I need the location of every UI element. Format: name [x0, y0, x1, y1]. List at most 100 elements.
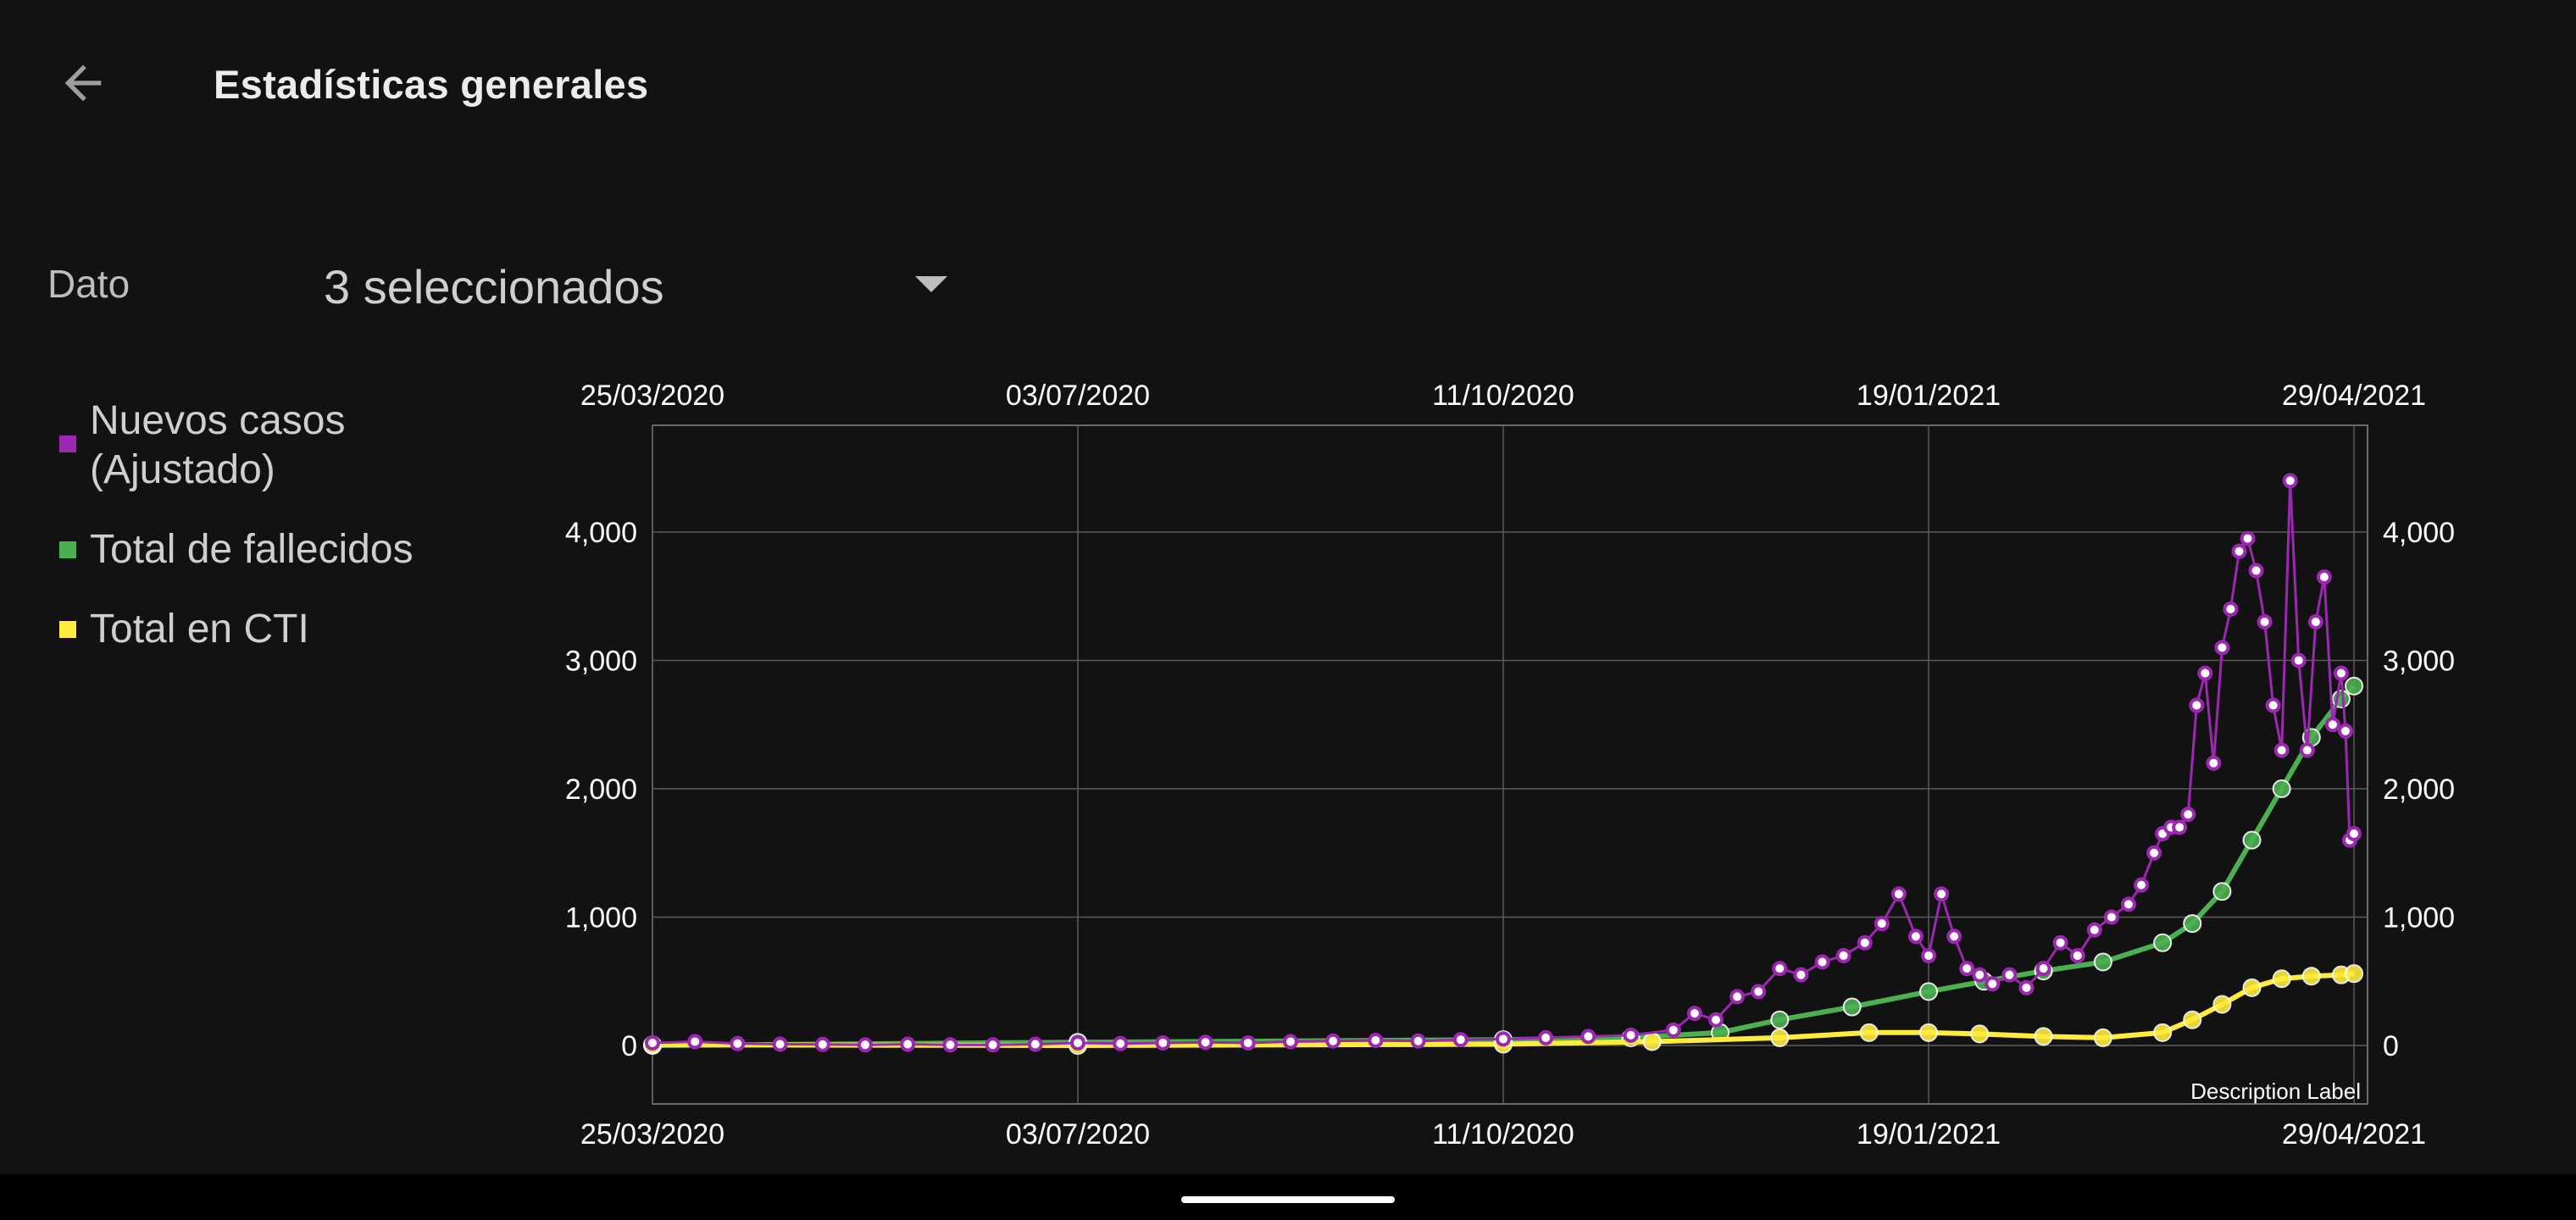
description-label: Description Label [2190, 1079, 2361, 1104]
data-point [2265, 697, 2281, 713]
x-tick-label-bottom: 03/07/2020 [1006, 1118, 1150, 1151]
data-point [2212, 882, 2232, 901]
data-point [1580, 1029, 1596, 1045]
legend-swatch [59, 621, 76, 638]
data-point [1919, 1023, 1938, 1042]
data-point [2223, 601, 2239, 617]
legend-item-nuevos-casos[interactable]: Nuevos casos (Ajustado) [58, 396, 532, 495]
y-tick-label-left: 4,000 [565, 517, 637, 549]
data-point [2242, 978, 2262, 997]
data-select-dropdown[interactable]: 3 seleccionados [324, 251, 951, 319]
legend-swatch [59, 541, 76, 558]
data-point [2346, 826, 2362, 842]
data-point [2273, 742, 2290, 758]
x-tick-label-bottom: 11/10/2020 [1432, 1118, 1574, 1151]
data-point [2282, 473, 2298, 489]
data-point [1283, 1034, 1298, 1050]
data-point [2155, 826, 2171, 842]
x-tick-label-bottom: 25/03/2020 [580, 1118, 724, 1151]
data-point [2307, 614, 2323, 630]
data-point [2120, 896, 2136, 912]
data-point [1155, 1034, 1171, 1051]
data-point [2183, 914, 2202, 934]
page-title: Estadísticas generales [214, 62, 649, 107]
y-tick-label-right: 1,000 [2383, 902, 2455, 934]
data-point [1708, 1012, 1724, 1028]
legend-swatch [59, 435, 76, 452]
data-point [2345, 964, 2363, 984]
data-point [1934, 886, 1950, 902]
legend-item-total-cti[interactable]: Total en CTI [58, 605, 532, 654]
home-indicator[interactable] [1181, 1196, 1395, 1203]
series-line [652, 479, 2356, 1046]
data-point [1857, 934, 1873, 951]
data-point [2345, 676, 2363, 696]
x-tick-label-top: 19/01/2021 [1857, 380, 2001, 412]
data-point [2242, 830, 2262, 850]
data-point [2214, 640, 2230, 656]
data-point [1946, 929, 1963, 945]
data-point [2301, 728, 2321, 747]
data-point [2257, 614, 2273, 630]
data-point [2034, 1027, 2053, 1046]
y-tick-label-left: 2,000 [565, 774, 637, 806]
data-point [1772, 961, 1788, 977]
data-point [1027, 1036, 1043, 1052]
data-point [1711, 1023, 1730, 1042]
data-point [2337, 723, 2353, 739]
data-point [1842, 997, 1862, 1017]
data-point [1113, 1035, 1129, 1051]
data-point [1538, 1029, 1554, 1045]
series-line [652, 971, 2355, 1048]
data-point [2183, 1010, 2202, 1029]
data-point [730, 1035, 746, 1051]
data-point [2001, 967, 2018, 983]
series-line [652, 684, 2357, 1048]
y-tick-label-left: 1,000 [565, 902, 637, 934]
data-point [2316, 569, 2332, 585]
data-point [1919, 982, 1938, 1001]
data-point [2163, 819, 2179, 835]
data-point [1452, 1032, 1468, 1048]
x-tick-label-top: 03/07/2020 [1006, 380, 1150, 412]
data-point [2189, 697, 2205, 713]
data-point [2146, 845, 2162, 861]
data-point [1751, 984, 1767, 1000]
data-point [2153, 1023, 2173, 1042]
data-point [1410, 1033, 1426, 1049]
x-tick-label-top: 29/04/2021 [2282, 380, 2426, 412]
x-tick-label-bottom: 19/01/2021 [1857, 1118, 2001, 1151]
data-point [1069, 1036, 1087, 1055]
data-point [1874, 916, 1890, 932]
y-tick-label-left: 3,000 [565, 646, 637, 678]
data-point [1069, 1033, 1087, 1052]
data-point [1974, 972, 1994, 991]
legend-item-total-fallecidos[interactable]: Total de fallecidos [58, 525, 532, 574]
select-value: 3 seleccionados [324, 260, 664, 313]
data-point [1642, 1032, 1662, 1051]
data-point [2301, 967, 2321, 986]
data-point [2134, 877, 2149, 893]
system-nav-bar [0, 1174, 2576, 1220]
data-point [2331, 689, 2351, 708]
data-point [2035, 961, 2051, 977]
filter-label: Dato [47, 262, 130, 306]
data-point [2240, 530, 2256, 546]
data-point [2093, 1028, 2112, 1047]
back-button[interactable] [47, 47, 119, 119]
data-point [1686, 1006, 1702, 1022]
data-point [1985, 976, 2001, 992]
arrow-back-icon [64, 64, 102, 102]
legend-label: Total en CTI [90, 607, 309, 652]
data-point [2231, 543, 2247, 559]
data-point [2341, 832, 2357, 848]
data-point [2324, 717, 2340, 733]
y-tick-label-right: 3,000 [2383, 646, 2455, 678]
data-point [1859, 1023, 1879, 1042]
dropdown-arrow-icon [915, 276, 947, 292]
data-point [1835, 947, 1852, 963]
data-point [1814, 954, 1830, 970]
data-point [1970, 1024, 1990, 1044]
y-tick-label-left: 0 [621, 1030, 637, 1062]
legend-label: Total de fallecidos [90, 527, 414, 572]
